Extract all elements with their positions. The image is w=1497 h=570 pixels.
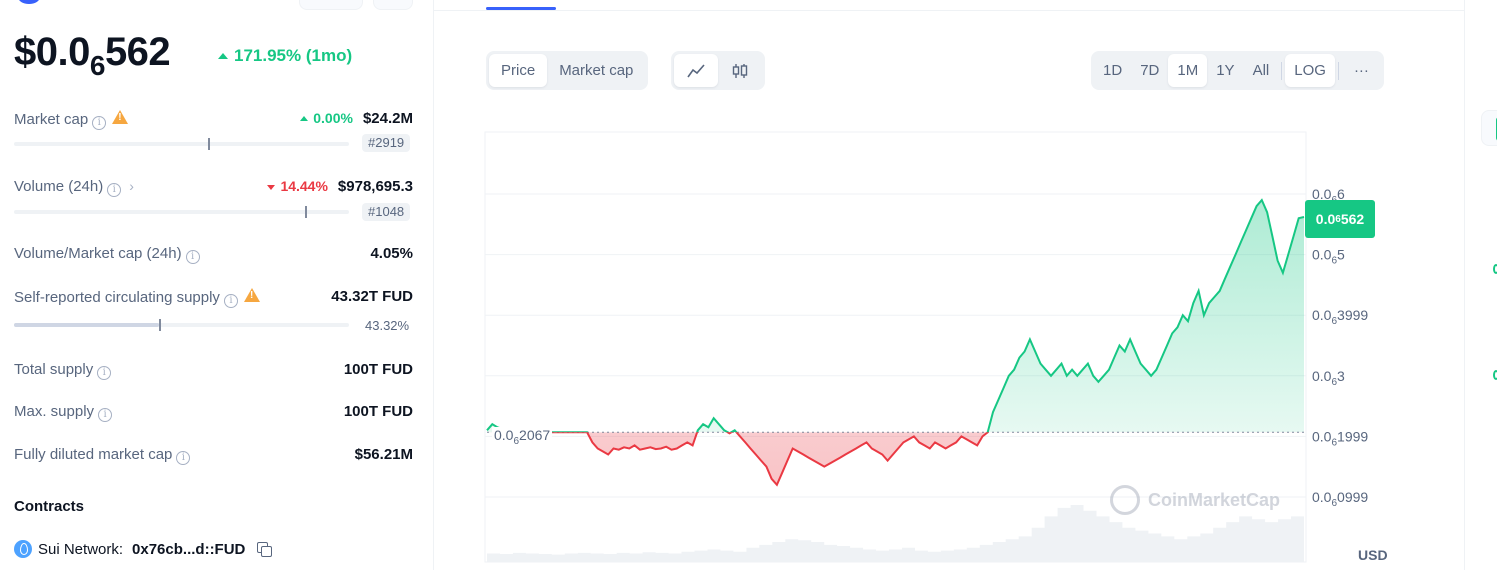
currency-label: USD: [1358, 547, 1388, 563]
price-area-down: [511, 432, 988, 485]
chart-type-switch: [671, 51, 765, 90]
range-7d[interactable]: 7D: [1140, 62, 1160, 79]
down-arrow-icon: [267, 185, 276, 190]
tabs-divider: [434, 10, 1464, 11]
market-cap-rank[interactable]: #2919: [362, 134, 411, 152]
total-supply-row: Total supply i 100T FUD: [14, 361, 413, 381]
metric-switch: Price Market cap: [486, 51, 649, 90]
total-supply-label: Total supply: [14, 361, 94, 378]
candlestick-icon: [732, 63, 748, 78]
circ-supply-pct: 43.32%: [365, 318, 410, 333]
info-icon[interactable]: i: [223, 294, 238, 308]
market-cap-value: $24.2M: [362, 110, 413, 127]
volume-label: Volume (24h): [14, 178, 104, 195]
price-change: 171.95% (1mo): [218, 46, 352, 66]
info-icon[interactable]: i: [98, 408, 113, 422]
volume-value: $978,695.3: [337, 178, 413, 195]
range-1y[interactable]: 1Y: [1216, 62, 1235, 79]
total-supply-value: 100T FUD: [343, 361, 413, 378]
volume-row: Volume (24h) i › 14.44% $978,695.3: [14, 178, 413, 198]
baseline-label: 0.062067: [492, 427, 553, 447]
vol-mcap-label: Volume/Market cap (24h): [14, 245, 182, 262]
up-arrow-icon: [300, 116, 309, 121]
volume-area: [487, 505, 1304, 562]
rank-marker: [208, 138, 211, 150]
y-tick-label: 0.065: [1312, 247, 1345, 267]
info-icon[interactable]: i: [107, 183, 122, 197]
more-options-button[interactable]: ···: [1353, 62, 1369, 79]
price-area-up: [487, 200, 1304, 433]
tab-price[interactable]: Price: [489, 54, 548, 87]
contracts-title: Contracts: [14, 498, 85, 515]
fdmc-label: Fully diluted market cap: [14, 446, 173, 463]
market-cap-rank-bar: [14, 138, 349, 150]
supply-marker: [159, 319, 162, 331]
market-cap-change: 0.00%: [300, 110, 353, 126]
candlestick-button[interactable]: [718, 54, 762, 87]
range-all[interactable]: All: [1252, 62, 1270, 79]
warning-icon[interactable]: [112, 110, 129, 124]
info-icon[interactable]: i: [185, 250, 200, 264]
fdmc-value: $56.21M: [354, 446, 413, 463]
range-switch: 1D 7D 1M 1Y All LOG ···: [1091, 51, 1384, 90]
y-tick-label: 0.063: [1312, 368, 1345, 388]
contract-row: Sui Network: 0x76cb...d::FUD: [14, 540, 273, 558]
y-tick-label: 0.063999: [1312, 307, 1368, 327]
info-icon[interactable]: i: [176, 451, 191, 465]
rank-marker: [305, 206, 308, 218]
volume-rank[interactable]: #1048: [362, 203, 411, 221]
warning-icon[interactable]: [243, 288, 260, 302]
chevron-right-icon[interactable]: ›: [129, 178, 134, 194]
side-panel-button[interactable]: [1481, 110, 1497, 146]
info-icon[interactable]: i: [97, 366, 112, 380]
edge-marker: [1493, 264, 1497, 274]
line-chart-icon: [687, 63, 705, 77]
y-tick-label: 0.060999: [1312, 489, 1368, 509]
circ-supply-label: Self-reported circulating supply: [14, 289, 220, 306]
y-tick-label: 0.061999: [1312, 428, 1368, 448]
contract-network: Sui Network:: [38, 540, 124, 558]
edge-marker: [1493, 370, 1497, 380]
tab-market-cap[interactable]: Market cap: [559, 62, 634, 79]
line-chart-button[interactable]: [674, 54, 718, 87]
max-supply-row: Max. supply i 100T FUD: [14, 403, 413, 423]
log-toggle[interactable]: LOG: [1285, 54, 1335, 87]
separator: [1337, 61, 1339, 80]
circ-supply-fill: [14, 323, 160, 327]
watermark-text: CoinMarketCap: [1148, 489, 1281, 510]
contract-address[interactable]: 0x76cb...d::FUD: [132, 540, 246, 558]
price-line-down: [509, 432, 989, 487]
vol-mcap-row: Volume/Market cap (24h) i 4.05%: [14, 245, 413, 265]
market-cap-label: Market cap: [14, 111, 89, 128]
volume-change: 14.44%: [267, 178, 328, 194]
copy-icon[interactable]: [257, 542, 273, 557]
sui-network-icon: [14, 540, 32, 558]
coin-logo: [18, 0, 40, 4]
active-tab-indicator: [486, 7, 556, 10]
vol-mcap-value: 4.05%: [370, 245, 413, 262]
separator: [1281, 61, 1283, 80]
current-price: $0.06562: [14, 30, 171, 81]
circ-supply-value: 43.32T FUD: [331, 288, 413, 305]
price-line-up: [486, 198, 1305, 433]
coinmarketcap-logo-icon: [1110, 485, 1140, 515]
watermark: CoinMarketCap: [1110, 485, 1280, 515]
range-1m[interactable]: 1M: [1168, 54, 1208, 87]
circ-supply-bar: [14, 319, 349, 331]
range-1d[interactable]: 1D: [1103, 62, 1123, 79]
panel-divider: [1464, 0, 1465, 570]
max-supply-label: Max. supply: [14, 403, 95, 420]
up-arrow-icon: [218, 53, 228, 59]
fdmc-row: Fully diluted market cap i $56.21M: [14, 446, 413, 466]
volume-rank-bar: [14, 206, 349, 218]
info-icon[interactable]: i: [92, 116, 107, 130]
current-price-tag: 0.0 6 562: [1305, 200, 1375, 238]
max-supply-value: 100T FUD: [343, 403, 413, 420]
